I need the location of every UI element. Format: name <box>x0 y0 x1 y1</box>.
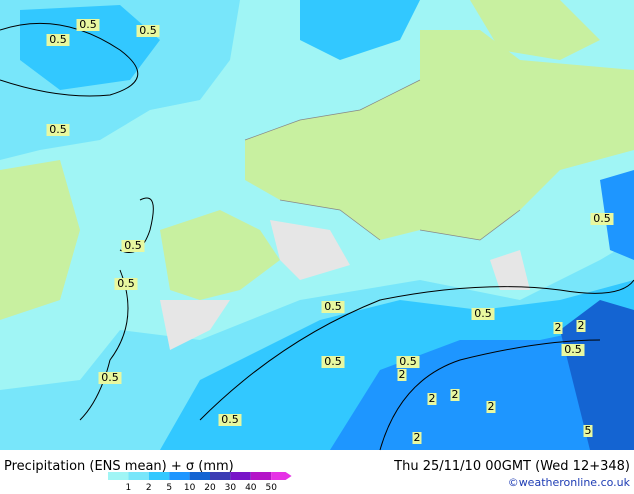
legend-tick-label: 10 <box>184 483 196 490</box>
contour-label: 5 <box>585 424 592 437</box>
contour-label: 2 <box>399 368 406 381</box>
legend-swatch <box>108 472 129 480</box>
legend: 1 2 5 10 20 30 40 50 <box>108 472 292 493</box>
contour-label: 0.5 <box>324 300 342 313</box>
contour-label: 0.5 <box>399 355 417 368</box>
land <box>0 160 80 320</box>
contour-label-box <box>450 389 460 401</box>
contour-label-box <box>486 401 496 413</box>
legend-swatch <box>210 472 231 480</box>
contour-label: 0.5 <box>221 413 239 426</box>
legend-swatch <box>250 472 272 480</box>
contour-label: 0.5 <box>593 212 611 225</box>
borders <box>244 79 521 241</box>
map: 0.5 0.5 0.5 0.5 0.5 0.5 0.5 0.5 0.5 0.5 0.5 0.5 0.5 0… <box>0 0 634 451</box>
land <box>160 210 280 300</box>
precip-area <box>330 320 634 450</box>
contour <box>199 279 634 421</box>
legend-tick-label: 2 <box>146 483 152 490</box>
land <box>245 30 634 240</box>
contour-label-box <box>397 369 407 381</box>
contour-label-box <box>114 278 138 290</box>
contour-label-box <box>576 320 586 332</box>
border <box>244 79 421 141</box>
contour-label-box <box>321 301 345 313</box>
contour-label: 2 <box>414 431 421 444</box>
contours <box>0 22 634 451</box>
precip-area <box>20 5 160 90</box>
contour-label-box <box>76 19 100 31</box>
contour-label-box <box>218 414 242 426</box>
contour <box>0 22 139 97</box>
legend-swatch <box>128 472 149 480</box>
legend-tick-label: 1 <box>126 483 132 490</box>
title: Precipitation (ENS mean) + σ (mm) <box>4 459 234 474</box>
legend-swatch <box>189 472 210 480</box>
contour-label: 0.5 <box>564 343 582 356</box>
contour-label-box <box>396 356 420 368</box>
legend-tick-label: 20 <box>204 483 216 490</box>
contour-label-box <box>412 432 422 444</box>
footer: Precipitation (ENS mean) + σ (mm) Thu 25… <box>4 459 631 493</box>
contour-label: 0.5 <box>49 33 67 46</box>
dry-area <box>270 220 350 280</box>
contour-label-box <box>553 322 563 334</box>
legend-tick-label: 5 <box>166 483 172 490</box>
contour-label: 2 <box>452 388 459 401</box>
contour-label: 0.5 <box>139 24 157 37</box>
contour-label-box <box>46 34 70 46</box>
legend-swatch <box>230 472 251 480</box>
precip-area <box>560 300 634 450</box>
contour-label: 2 <box>578 319 585 332</box>
contour-label-box <box>136 25 160 37</box>
contour-label: 2 <box>555 321 562 334</box>
border <box>279 199 381 241</box>
contour-label-box <box>471 308 495 320</box>
legend-swatch <box>169 472 190 480</box>
land <box>470 0 600 60</box>
contour-label-box <box>321 356 345 368</box>
legend-swatch <box>271 472 292 480</box>
legend-tick-label: 50 <box>265 483 277 490</box>
contour-label: 0.5 <box>101 371 119 384</box>
contour-label: 0.5 <box>49 123 67 136</box>
contour <box>379 339 601 451</box>
contour-label-box <box>98 372 122 384</box>
contour-label: 2 <box>429 392 436 405</box>
contour-label-box <box>583 425 593 437</box>
contour <box>79 269 129 421</box>
contour-label: 0.5 <box>324 355 342 368</box>
dry-area <box>490 250 530 290</box>
dry-area <box>160 300 230 350</box>
contour-label-box <box>590 213 614 225</box>
contour-label: 0.5 <box>474 307 492 320</box>
date: Thu 25/11/10 00GMT (Wed 12+348) <box>393 459 630 474</box>
credit: ©weatheronline.co.uk <box>508 476 631 489</box>
precip-area <box>600 170 634 260</box>
contour-label-box <box>427 393 437 405</box>
contour-label-box <box>561 344 585 356</box>
contour-label: 0.5 <box>117 277 135 290</box>
contour-label: 0.5 <box>79 18 97 31</box>
legend-tick-label: 30 <box>225 483 237 490</box>
legend-swatch <box>148 472 170 480</box>
legend-tick-label: 40 <box>245 483 257 490</box>
contour-labels: 0.5 0.5 0.5 0.5 0.5 0.5 0.5 0.5 0.5 0.5 0.5 0.5 0.5 0… <box>46 18 614 444</box>
contour-label: 2 <box>488 400 495 413</box>
contour <box>119 197 154 253</box>
contour-label: 0.5 <box>124 239 142 252</box>
precip-area <box>300 0 420 60</box>
contour-label-box <box>121 240 145 252</box>
border <box>419 209 521 241</box>
contour-label-box <box>46 124 70 136</box>
